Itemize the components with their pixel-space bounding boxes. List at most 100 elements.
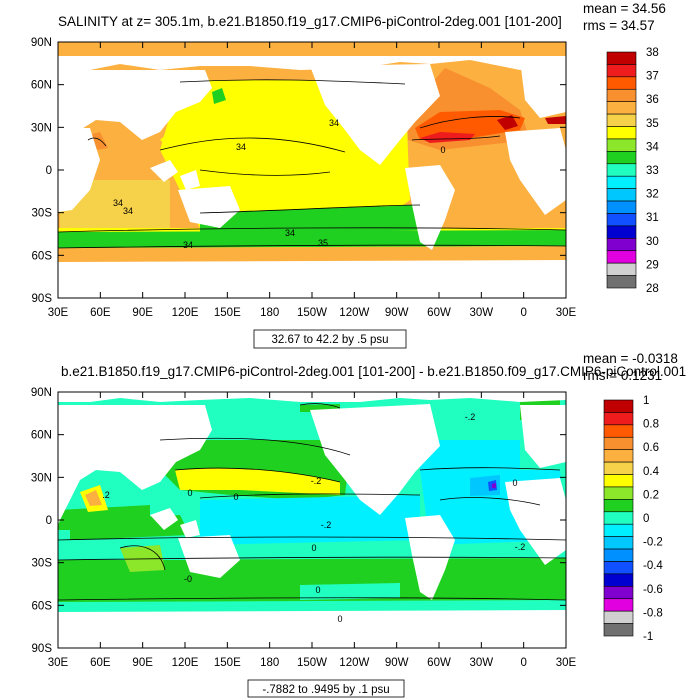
x-tick-label: 150W (297, 657, 327, 669)
panel-2-rms: rms = 0.1231 (583, 368, 662, 383)
contour-label: 34 (236, 142, 246, 152)
contour-label: 0 (233, 492, 238, 502)
colorbar-label: -1 (643, 631, 653, 643)
contour-label: 0 (311, 543, 316, 553)
colorbar-swatch (606, 151, 637, 165)
colorbar-swatch (603, 610, 634, 624)
colorbar-swatch (606, 113, 637, 127)
colorbar-swatch (606, 88, 637, 102)
panel-2: b.e21.B1850.f19_g17.CMIP6-piControl-2deg… (31, 351, 686, 698)
y-tick-label: 90S (32, 293, 53, 305)
colorbar-label: 37 (646, 71, 659, 83)
colorbar-swatch (603, 523, 634, 537)
y-tick-label: 30N (31, 122, 52, 134)
colorbar-label: 38 (646, 47, 659, 59)
contour-label: -0 (184, 574, 192, 584)
colorbar-label: 30 (646, 236, 659, 248)
colorbar-swatch (603, 499, 634, 513)
x-tick-label: 0 (520, 307, 526, 319)
colorbar-label: 35 (646, 118, 659, 130)
panel-1-title: SALINITY at z= 305.1m, b.e21.B1850.f19_g… (58, 14, 562, 29)
panel-2-mean: mean = -0.0318 (583, 351, 678, 366)
x-tick-label: 90E (132, 307, 153, 319)
contour-label: 34 (113, 198, 123, 208)
y-tick-label: 60S (32, 600, 53, 612)
contour-label: .2 (102, 490, 110, 500)
contour-label: 0 (440, 145, 445, 155)
panel-1-colorbar: 38 37 36 35 34 33 32 31 30 29 28 (606, 47, 659, 295)
contour-label: -.2 (465, 412, 476, 422)
y-tick-label: 60S (32, 250, 53, 262)
panel-2-map (58, 392, 566, 648)
y-tick-label: 90S (32, 643, 53, 655)
colorbar-label: 28 (646, 283, 659, 295)
colorbar-swatch (606, 200, 637, 214)
colorbar-label: 34 (646, 141, 659, 153)
colorbar-swatch (603, 399, 634, 413)
contour-label: 34 (329, 118, 339, 128)
colorbar-swatch (606, 126, 637, 140)
colorbar-swatch (606, 225, 637, 239)
y-tick-label: 0 (46, 165, 52, 177)
panel-1: SALINITY at z= 305.1m, b.e21.B1850.f19_g… (31, 1, 666, 349)
panel-2-x-axis: 30E 60E 90E 120E 150E 180 150W 120W 90W 60W 30W 0 30… (48, 392, 577, 669)
panel-2-land (58, 392, 566, 648)
colorbar-swatch (603, 412, 634, 426)
x-tick-label: 150E (214, 657, 241, 669)
contour-label: 0 (337, 614, 342, 624)
y-tick-label: 90N (31, 387, 52, 399)
colorbar-swatch (606, 188, 637, 202)
colorbar-label: 33 (646, 165, 659, 177)
x-tick-label: 120E (172, 657, 199, 669)
colorbar-label: 36 (646, 94, 659, 106)
colorbar-swatch (603, 486, 634, 500)
x-tick-label: 30E (556, 307, 577, 319)
colorbar-label: 32 (646, 189, 659, 201)
panel-1-map (58, 42, 566, 298)
panel-1-land (58, 56, 566, 298)
x-tick-label: 60E (90, 307, 111, 319)
y-tick-label: 60N (31, 430, 52, 442)
x-tick-label: 60W (427, 657, 451, 669)
contour-label: 34 (183, 240, 193, 250)
panel-2-contour-labels: -.2 0 -.2 .2 0 -.2 -0 0 0 0 -.2 0 (102, 412, 525, 624)
contour-label: 34 (123, 206, 133, 216)
colorbar-swatch (603, 436, 634, 450)
x-tick-label: 30E (48, 307, 69, 319)
colorbar-swatch (603, 474, 634, 488)
colorbar-label: 0.8 (643, 419, 659, 431)
x-tick-label: 180 (260, 657, 279, 669)
x-tick-label: 150W (297, 307, 327, 319)
y-tick-label: 0 (46, 515, 52, 527)
panel-1-y-axis: 90N 60N 30N 0 30S 60S 90S (31, 37, 566, 305)
x-tick-label: 30E (556, 657, 577, 669)
panel-1-rms: rms = 34.57 (583, 18, 655, 33)
x-tick-label: 120E (172, 307, 199, 319)
colorbar-swatch (606, 163, 637, 177)
contour-label: -.2 (321, 520, 332, 530)
panel-1-x-axis: 30E 60E 90E 120E 150E 180 150W 120W 90W 60W 30W 0 30… (48, 42, 577, 319)
colorbar-label: -0.8 (643, 607, 663, 619)
colorbar-swatch (603, 573, 634, 587)
colorbar-swatch (603, 586, 634, 600)
panel-1-range-box (253, 329, 407, 349)
x-tick-label: 30E (48, 657, 69, 669)
contour-label: 0 (512, 478, 517, 488)
panel-2-range-label: -.7882 to .9495 by .1 psu (262, 684, 389, 696)
colorbar-swatch (606, 175, 637, 189)
panel-2-title: b.e21.B1850.f19_g17.CMIP6-piControl-2deg… (61, 364, 686, 379)
contour-label: 0 (187, 488, 192, 498)
colorbar-swatch (603, 623, 634, 637)
x-tick-label: 60W (427, 307, 451, 319)
panel-1-range-label: 32.67 to 42.2 by .5 psu (271, 334, 388, 346)
colorbar-swatch (603, 536, 634, 550)
panel-2-contours (58, 403, 566, 601)
colorbar-swatch (606, 76, 637, 90)
x-tick-label: 90W (385, 657, 409, 669)
panel-1-contours (58, 79, 566, 249)
colorbar-swatch (603, 548, 634, 562)
contour-label: -.2 (311, 476, 322, 486)
y-tick-label: 30N (31, 472, 52, 484)
